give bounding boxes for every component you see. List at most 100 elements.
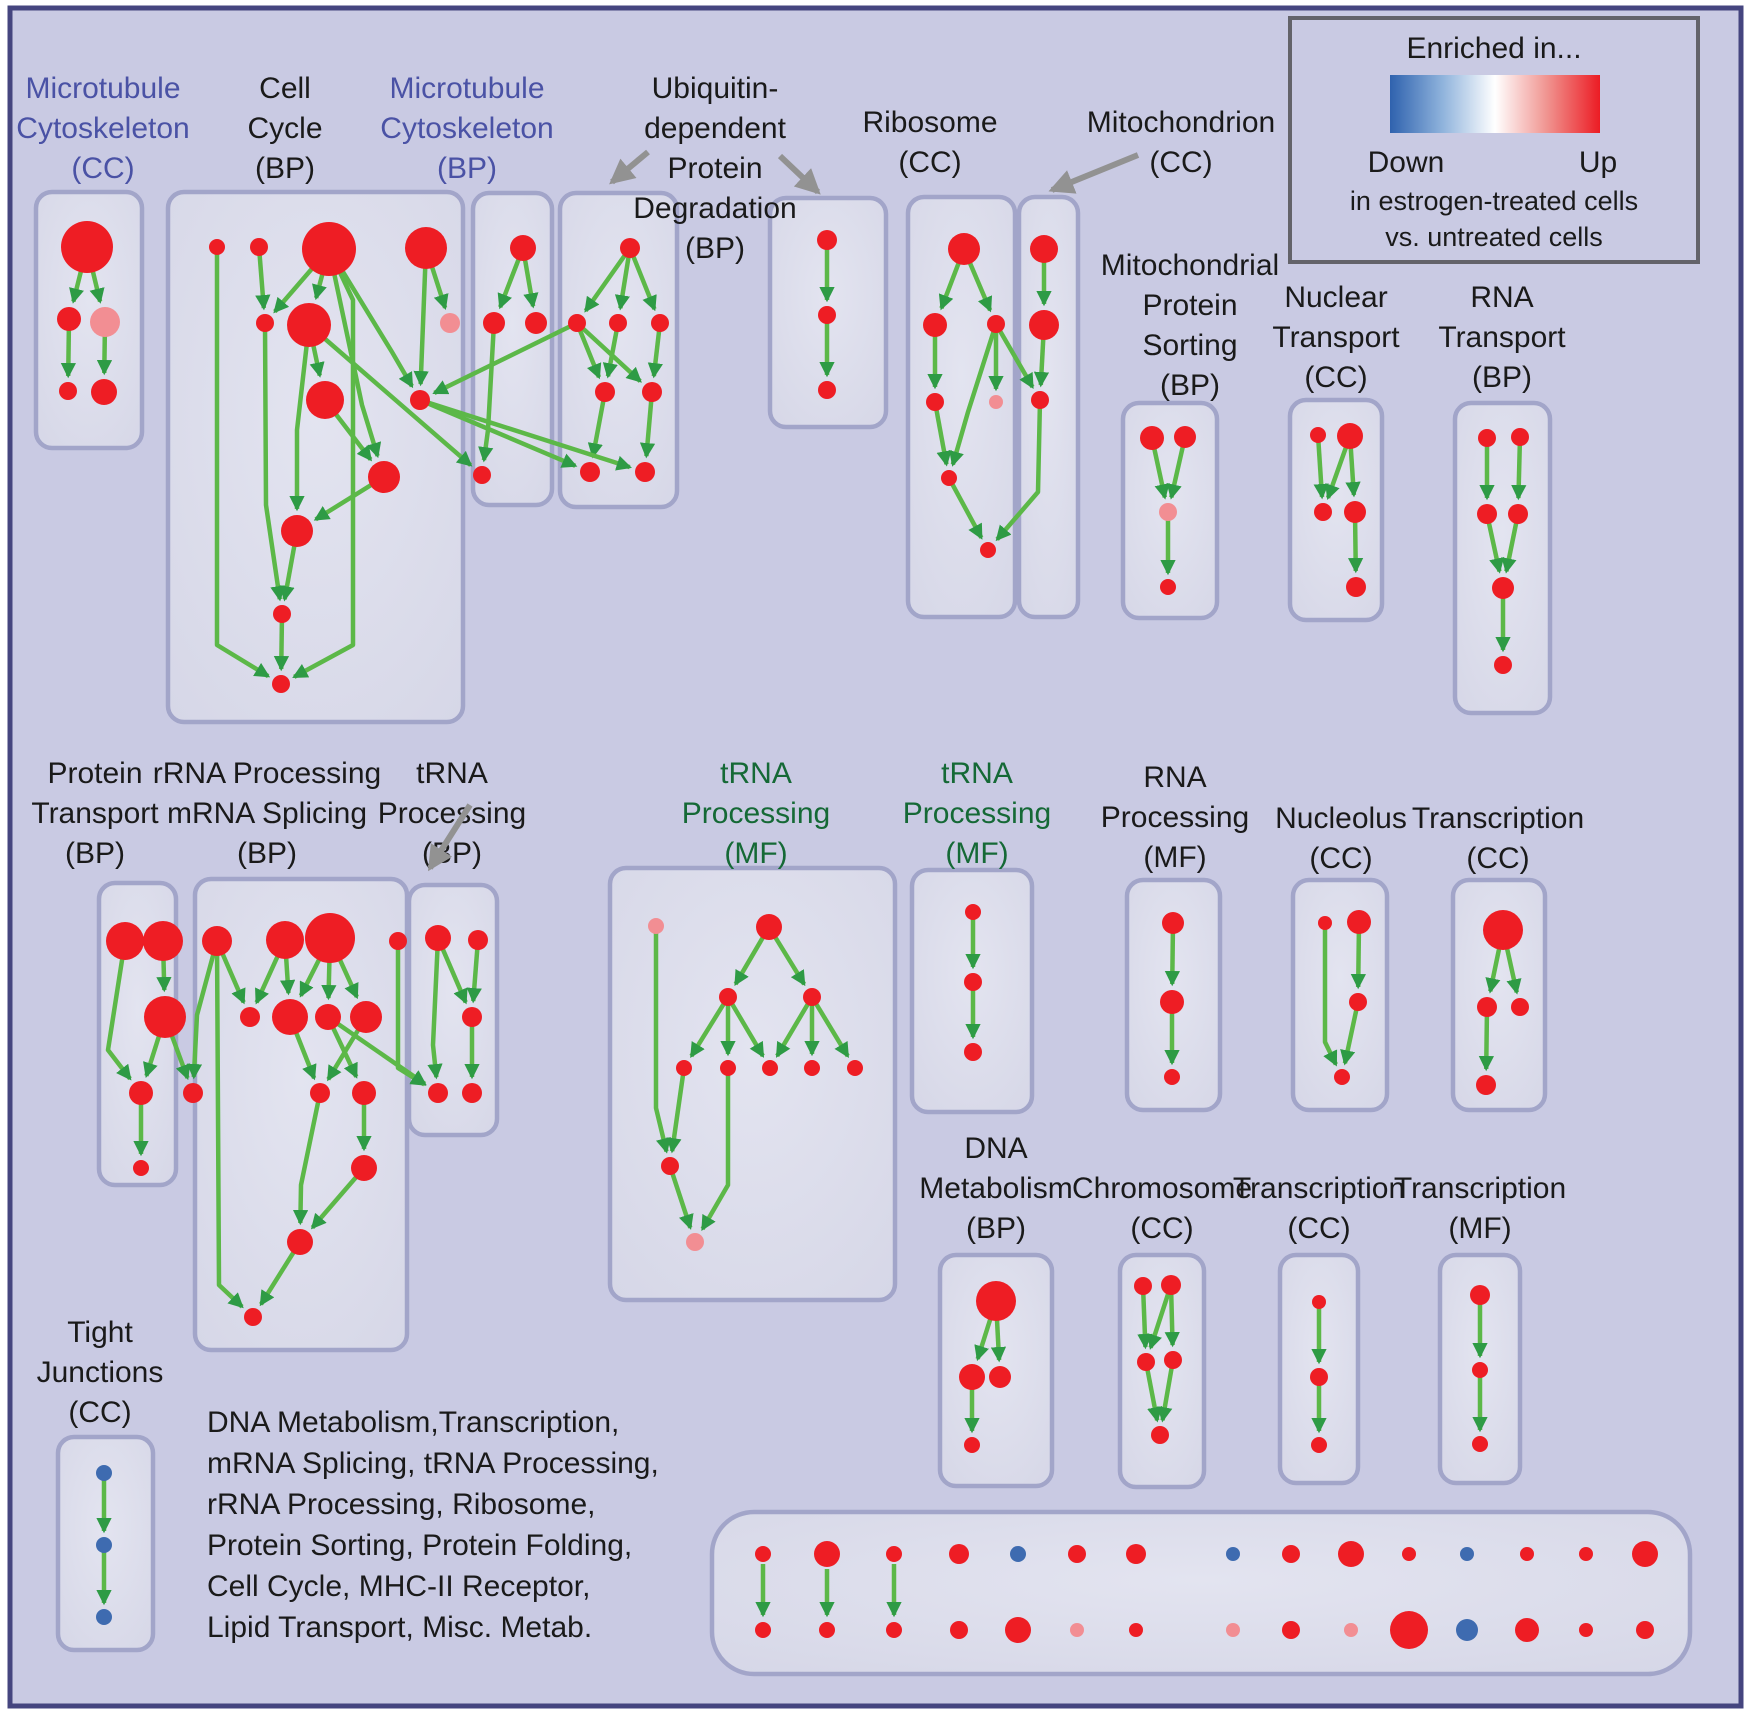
nuct-node-mr <box>1344 501 1366 523</box>
chrom-label: Chromosome (CC) <box>1072 1172 1252 1245</box>
mitosort-label-line: (BP) <box>1160 369 1220 402</box>
tj-label: Tight Junctions (CC) <box>37 1316 164 1429</box>
legend-subline-2: vs. untreated cells <box>1385 222 1603 252</box>
strip-top-node-1 <box>814 1541 840 1567</box>
pt-label-line: (BP) <box>65 837 125 870</box>
ub1-node-rC <box>651 314 669 332</box>
note-line-2: rRNA Processing, Ribosome, <box>207 1488 595 1521</box>
ribo-node-mL <box>923 313 947 337</box>
strip-top-node-7 <box>1226 1547 1240 1561</box>
edge-chrom-tr-ml <box>1147 1284 1174 1350</box>
edge-trna_mf1-low-pb <box>667 1165 694 1230</box>
cc-node-n4 <box>256 314 274 332</box>
rrna-node-t0 <box>202 926 232 956</box>
edge-chrom-tl-ml <box>1137 1285 1153 1350</box>
trna_bp-box <box>406 882 500 1138</box>
edge-cc-n12-n13 <box>273 613 290 672</box>
nuct-label-line: (CC) <box>1304 361 1367 394</box>
dnam-node-big <box>976 1281 1016 1321</box>
mt_bp-label: Microtubule Cytoskeleton (BP) <box>380 72 553 185</box>
nuct-label-line: Transport <box>1272 321 1400 354</box>
edge-ub1-sA-qA <box>587 391 608 459</box>
trna_mf1-node-s0 <box>676 1060 692 1076</box>
trna_mf2-label-line: tRNA <box>941 757 1013 790</box>
mito-node-mid <box>1029 310 1059 340</box>
trna_mf1-node-mL <box>719 988 737 1006</box>
txn_cc1-box <box>1450 877 1548 1113</box>
pt-node-bigB <box>143 921 183 961</box>
nucl-label: Nucleolus (CC) <box>1275 802 1407 875</box>
strip-top-node-0 <box>755 1546 771 1562</box>
rnat-label: RNA Transport (BP) <box>1438 281 1566 394</box>
dnam-node-mR <box>989 1366 1011 1388</box>
trna_mf1-node-pb <box>686 1233 704 1251</box>
mitosort-node-pm <box>1159 503 1177 521</box>
edge-trna_mf1-mL-s2 <box>726 995 765 1058</box>
nuct-label-line: Nuclear <box>1284 281 1387 314</box>
strip-bottom-node-8 <box>1282 1621 1300 1639</box>
cc-node-n7 <box>306 381 344 419</box>
mt_bp-node-b <box>473 466 491 484</box>
strip-bottom-node-7 <box>1226 1623 1240 1637</box>
note-line-5: Lipid Transport, Misc. Metab. <box>207 1611 592 1644</box>
txn_cc1-label-line: (CC) <box>1466 842 1529 875</box>
chrom-node-tl <box>1134 1277 1152 1295</box>
nuct-node-b <box>1346 577 1366 597</box>
trna_mf2-node-a <box>965 904 981 920</box>
mito-label-line: Mitochondrion <box>1087 106 1275 139</box>
mt_cc-label: Microtubule Cytoskeleton (CC) <box>16 72 189 185</box>
mt_bp-box <box>470 190 555 508</box>
strip-bottom-node-11 <box>1456 1619 1478 1641</box>
mt_bp-node-mR <box>525 312 547 334</box>
chrom-label-line: Chromosome <box>1072 1172 1252 1205</box>
rrna-node-b <box>244 1308 262 1326</box>
edge-cc-n8-ub1-qB <box>419 397 632 471</box>
ub1-label: Ubiquitin-dependent Protein Degradation (BP… <box>633 72 796 265</box>
trna_bp-node-mid <box>462 1007 482 1027</box>
ub1-label-line: Degradation <box>633 192 796 225</box>
txn_mf-node-b <box>1472 1362 1488 1378</box>
ribo-label-line: (CC) <box>898 146 961 179</box>
txn_mf-label-line: (MF) <box>1448 1212 1511 1245</box>
mitosort-node-tl <box>1140 426 1164 450</box>
dnam-label-line: (BP) <box>966 1212 1026 1245</box>
ub2-node-c2 <box>818 381 836 399</box>
ub2-node-c0 <box>817 230 837 250</box>
strip-top-node-8 <box>1282 1545 1300 1563</box>
mitosort-label-line: Sorting <box>1142 329 1237 362</box>
ub1-box <box>557 190 680 510</box>
chrom-node-ml <box>1137 1353 1155 1371</box>
dnam-label-line: Metabolism <box>919 1172 1072 1205</box>
txn_cc1-node-ml <box>1477 997 1497 1017</box>
trna_bp-node-tB <box>468 930 488 950</box>
mt_bp-label-line: Cytoskeleton <box>380 112 553 145</box>
gray-pointer-arrow-0 <box>609 149 650 185</box>
strip-bottom-node-9 <box>1344 1623 1358 1637</box>
legend: Enriched in... Down Up in estrogen-treated … <box>1288 16 1700 264</box>
cc-node-n0 <box>209 239 225 255</box>
pt-node-bigA <box>106 922 144 960</box>
mitosort-label-line: Protein <box>1142 289 1237 322</box>
strip-top-node-5 <box>1068 1545 1086 1563</box>
legend-subline-1: in estrogen-treated cells <box>1350 186 1638 216</box>
edge-pt-bigA-mid <box>105 940 132 1081</box>
edge-ub1-top-rA <box>583 246 632 313</box>
tj-label-line: Junctions <box>37 1356 164 1389</box>
tj-node-a <box>96 1465 112 1481</box>
nucl-node-tr <box>1347 910 1371 934</box>
strip-top-node-9 <box>1338 1541 1364 1567</box>
nucl-node-mid <box>1349 993 1367 1011</box>
mt_cc-node-c <box>90 307 120 337</box>
ub1-node-rA <box>568 314 586 332</box>
ub1-node-sA <box>595 382 615 402</box>
trna_mf1-node-s2 <box>762 1060 778 1076</box>
note-line-1: mRNA Splicing, tRNA Processing, <box>207 1447 659 1480</box>
gray-pointer-arrow-2 <box>1048 152 1140 194</box>
bottom-strip-box <box>709 1509 1693 1677</box>
rrna-label-line: rRNA Processing <box>153 757 381 790</box>
ub1-label-line: dependent <box>644 112 786 145</box>
mito-label: Mitochondrion (CC) <box>1087 106 1275 179</box>
edge-ub1-rA-sB <box>575 321 642 383</box>
edge-nuct-tl-ml <box>1313 434 1329 500</box>
ribo-node-mR <box>987 315 1005 333</box>
